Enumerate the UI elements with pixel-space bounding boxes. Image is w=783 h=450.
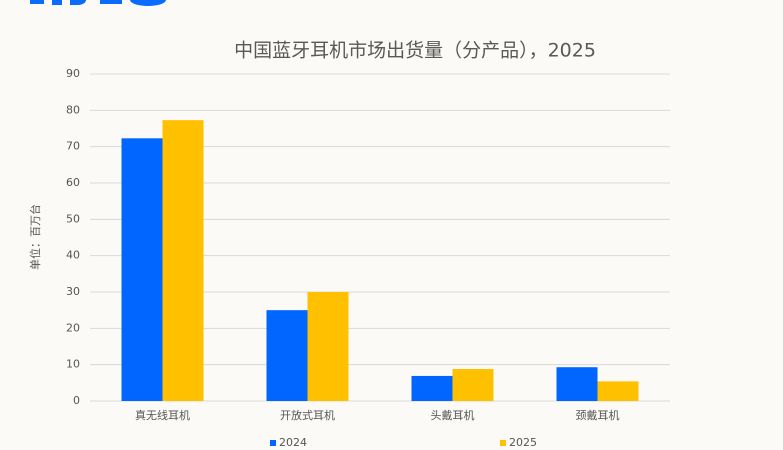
y-tick-label: 90 [66,67,80,80]
legend-label: 2024 [279,436,307,449]
bar [597,381,639,401]
bar [556,367,598,401]
y-tick-label: 0 [73,394,80,407]
y-tick-label: 30 [66,285,80,298]
legend-swatch [270,440,276,446]
y-tick-label: 70 [66,140,80,153]
legend-label: 2025 [509,436,537,449]
x-tick-label: 颈戴耳机 [576,408,620,422]
x-tick-label: 真无线耳机 [135,408,190,422]
y-tick-label: 50 [66,212,80,225]
x-tick-label: 头戴耳机 [431,408,475,422]
bar [307,292,349,401]
bar [162,120,204,401]
y-axis-label: 单位：百万台 [28,204,42,270]
y-tick-label: 20 [66,321,80,334]
x-tick-label: 开放式耳机 [280,408,335,422]
bar [452,369,494,401]
y-tick-label: 10 [66,358,80,371]
bar [266,310,308,401]
y-tick-label: 80 [66,103,80,116]
chart-title: 中国蓝牙耳机市场出货量（分产品），2025 [234,40,596,62]
y-tick-label: 40 [66,249,80,262]
bar [411,375,453,401]
legend-swatch [500,440,506,446]
y-tick-label: 60 [66,176,80,189]
logo [30,0,166,6]
bar [121,138,163,401]
